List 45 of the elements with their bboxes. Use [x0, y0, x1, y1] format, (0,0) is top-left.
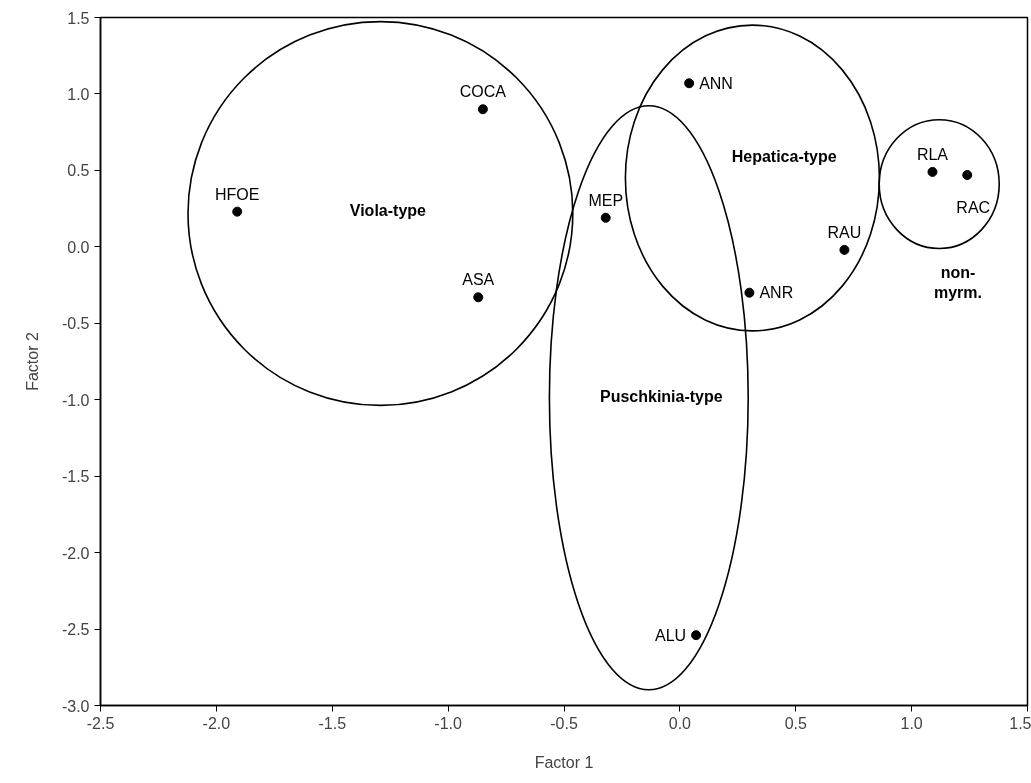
annotation: COCA: [459, 83, 507, 101]
annotation: ANN: [699, 74, 733, 92]
x-tick-label: 1.5: [1009, 714, 1031, 732]
x-tick-label: 0.5: [784, 714, 807, 732]
point: [477, 104, 488, 115]
x-tick-label: -2.5: [86, 714, 115, 732]
annotation: Viola-type: [349, 201, 427, 219]
point: [744, 287, 755, 298]
point: [473, 292, 484, 303]
y-tick-label: -1.0: [61, 391, 90, 409]
point: [839, 244, 850, 255]
point: [962, 169, 973, 180]
y-tick-label: 0.0: [67, 238, 90, 256]
y-axis-title: Factor 2: [23, 332, 41, 391]
x-tick-label: -2.0: [202, 714, 231, 732]
x-tick-label: 1.0: [900, 714, 923, 732]
annotation: Hepatica-type: [731, 148, 837, 166]
x-tick-label: -1.0: [434, 714, 463, 732]
x-tick-label: -0.5: [550, 714, 578, 732]
y-tick-label: -3.0: [61, 697, 90, 715]
point: [600, 212, 611, 223]
annotation: Puschkinia-type: [599, 388, 723, 406]
annotation: RLA: [916, 145, 949, 163]
point: [927, 166, 938, 177]
x-tick-label: -1.5: [318, 714, 347, 732]
point: [684, 78, 695, 89]
y-tick-label: -0.5: [61, 315, 90, 333]
x-axis-title: Factor 1: [534, 753, 594, 771]
annotation: RAU: [827, 223, 862, 241]
y-tick-label: 1.0: [67, 85, 90, 103]
annotation: non- myrm.: [933, 264, 982, 302]
annotation: HFOE: [215, 185, 260, 203]
annotation: RAC: [956, 198, 991, 216]
annotation: MEP: [588, 191, 624, 209]
x-tick-label: 0.0: [668, 714, 692, 732]
point: [232, 206, 243, 217]
point: [691, 630, 702, 641]
annotation: ANR: [759, 284, 794, 302]
y-tick-label: -1.5: [61, 468, 90, 486]
y-tick-label: -2.5: [61, 621, 90, 639]
y-tick-label: 1.5: [67, 9, 90, 27]
y-tick-label: -2.0: [61, 544, 90, 562]
annotation: ASA: [462, 271, 495, 289]
y-tick-label: 0.5: [67, 162, 90, 180]
annotation: ALU: [654, 626, 687, 644]
